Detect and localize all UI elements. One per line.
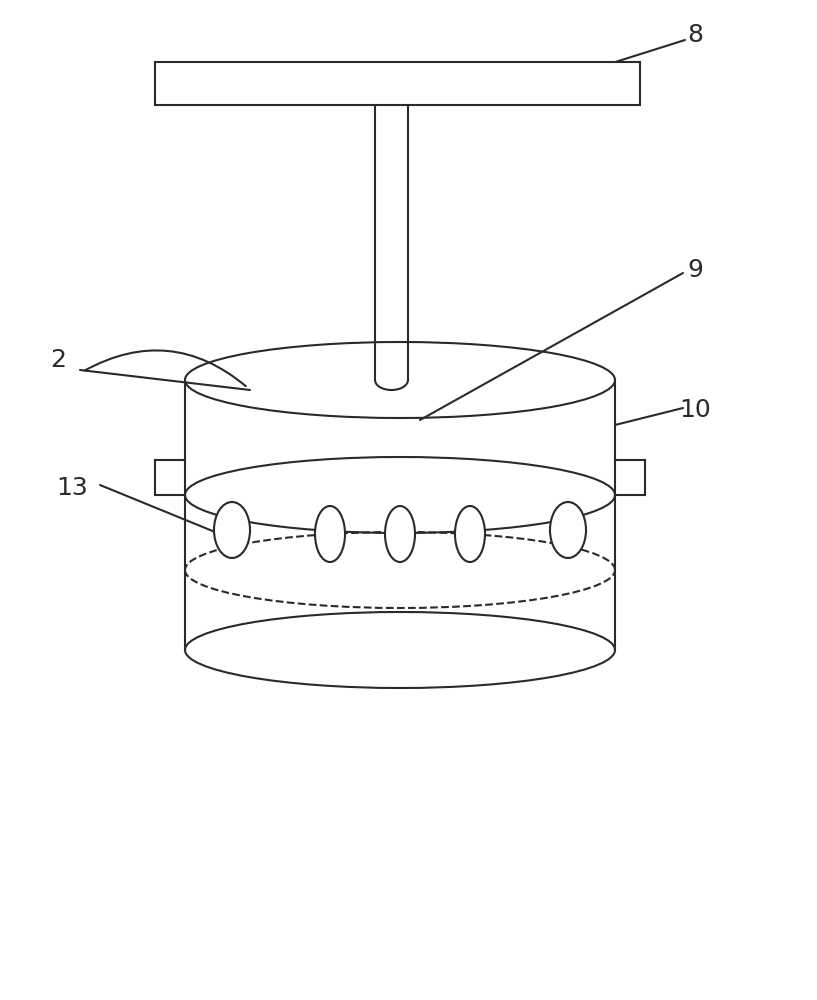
Bar bbox=[155, 62, 640, 105]
Ellipse shape bbox=[214, 502, 250, 558]
Text: 13: 13 bbox=[56, 476, 88, 500]
Ellipse shape bbox=[455, 506, 485, 562]
Ellipse shape bbox=[385, 506, 415, 562]
Text: 8: 8 bbox=[687, 23, 703, 47]
Ellipse shape bbox=[550, 502, 586, 558]
Text: 9: 9 bbox=[687, 258, 703, 282]
Text: 2: 2 bbox=[50, 348, 66, 372]
Ellipse shape bbox=[315, 506, 345, 562]
Text: 10: 10 bbox=[679, 398, 711, 422]
